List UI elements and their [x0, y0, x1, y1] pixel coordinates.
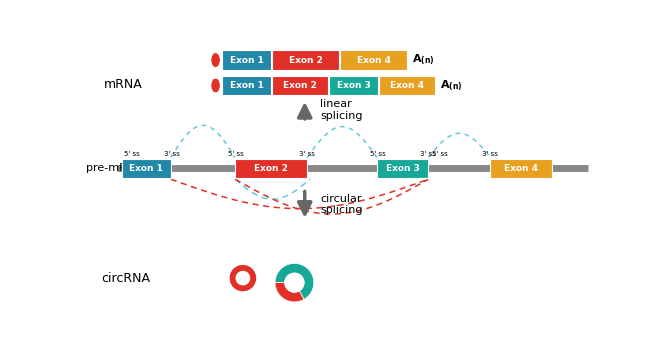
Text: 3' ss: 3' ss: [482, 151, 498, 156]
Text: 3' ss: 3' ss: [164, 151, 180, 156]
FancyBboxPatch shape: [379, 76, 435, 95]
Text: Exon 4: Exon 4: [504, 164, 538, 173]
Ellipse shape: [211, 53, 220, 67]
FancyBboxPatch shape: [329, 76, 378, 95]
Text: Exon 2: Exon 2: [254, 164, 288, 173]
Text: mRNA: mRNA: [104, 78, 142, 91]
FancyBboxPatch shape: [490, 159, 552, 178]
Polygon shape: [275, 263, 314, 299]
FancyBboxPatch shape: [222, 76, 271, 95]
Text: 5' ss: 5' ss: [370, 151, 386, 156]
Ellipse shape: [236, 271, 250, 285]
FancyBboxPatch shape: [377, 159, 428, 178]
Text: 5' ss: 5' ss: [432, 151, 448, 156]
FancyBboxPatch shape: [235, 159, 307, 178]
Ellipse shape: [285, 273, 304, 292]
Text: Exon 3: Exon 3: [386, 164, 420, 173]
FancyBboxPatch shape: [340, 50, 407, 70]
Text: circular
splicing: circular splicing: [321, 194, 362, 215]
FancyBboxPatch shape: [222, 50, 271, 70]
Text: circRNA: circRNA: [101, 272, 150, 285]
Text: Exon 1: Exon 1: [230, 81, 264, 90]
Text: Exon 2: Exon 2: [283, 81, 317, 90]
Text: Exon 4: Exon 4: [390, 81, 424, 90]
Text: $\mathbf{A_{(n)}}$: $\mathbf{A_{(n)}}$: [440, 78, 462, 93]
FancyBboxPatch shape: [272, 50, 339, 70]
Text: Exon 2: Exon 2: [289, 56, 323, 65]
Polygon shape: [275, 283, 304, 302]
Ellipse shape: [211, 78, 220, 93]
Text: 3' ss: 3' ss: [420, 151, 436, 156]
Text: pre-mRNA: pre-mRNA: [86, 163, 142, 173]
Text: Exon 1: Exon 1: [129, 164, 163, 173]
Text: 5' ss: 5' ss: [124, 151, 140, 156]
Text: $\mathbf{A_{(n)}}$: $\mathbf{A_{(n)}}$: [412, 53, 435, 67]
Text: Exon 1: Exon 1: [230, 56, 264, 65]
Text: 5' ss: 5' ss: [228, 151, 243, 156]
Text: linear
splicing: linear splicing: [321, 99, 362, 120]
Ellipse shape: [229, 264, 257, 292]
FancyBboxPatch shape: [122, 159, 171, 178]
FancyBboxPatch shape: [272, 76, 328, 95]
Text: Exon 3: Exon 3: [336, 81, 370, 90]
Text: Exon 4: Exon 4: [357, 56, 391, 65]
Text: 3' ss: 3' ss: [299, 151, 315, 156]
